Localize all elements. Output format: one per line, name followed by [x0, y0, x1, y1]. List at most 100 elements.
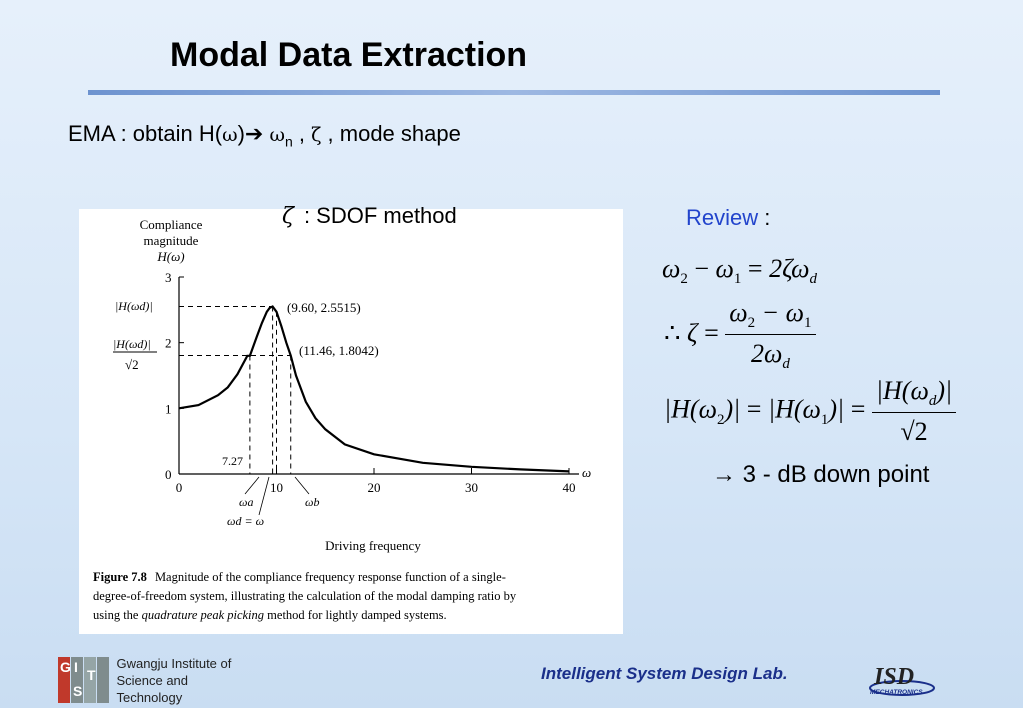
eq2-eq: = — [704, 318, 719, 348]
zeta-symbol: ζ — [311, 124, 322, 146]
label-727: 7.27 — [222, 454, 243, 468]
eq2-ns2: 2 — [747, 315, 756, 332]
pointer-omega-d — [258, 476, 270, 516]
guide-lines — [179, 305, 292, 474]
eq3-ls1: 1 — [820, 411, 829, 428]
n-subscript: n — [284, 133, 293, 150]
title-underline — [88, 90, 940, 95]
eq1-sd: d — [809, 271, 817, 288]
sdof-text: : SDOF method — [303, 203, 457, 228]
half-power-label: (11.46, 1.8042) — [299, 343, 379, 358]
frequency-response-curve — [178, 305, 570, 473]
arrow-right-icon-2: → — [712, 461, 736, 488]
eq3-den: √2 — [900, 417, 928, 447]
eq3-lhs2: |H(ω — [767, 394, 821, 424]
eq3-fraction: |H(ωd)| √2 — [871, 376, 957, 447]
eq3-lhs2b: )| — [828, 394, 845, 424]
y-label-peak: |H(ωd)| — [115, 299, 153, 313]
equation-bandwidth: ω2 − ω1 = 2ζωd — [662, 254, 817, 288]
subtitle-suffix: , mode shape — [321, 121, 461, 146]
eq1-s2: 2 — [680, 271, 688, 288]
pointer-omega-a — [244, 476, 260, 495]
figure-caption-line2: degree-of-freedom system, illustrating t… — [93, 589, 517, 603]
x-ticks: 0 10 20 30 40 — [176, 468, 576, 495]
ylabel-line2: magnitude — [144, 233, 199, 248]
eq2-nminus: − ω — [755, 298, 805, 327]
gist-s: S — [73, 683, 83, 699]
eq1-w1: ω — [715, 254, 734, 283]
compliance-chart: Compliance magnitude H(ω) 0 1 2 3 0 10 20 30 40… — [93, 217, 591, 622]
omega-d-label: ωd = ω — [227, 514, 264, 528]
isd-logo-sub: MECHATRONICS — [870, 689, 923, 696]
review-label: Review — [686, 205, 759, 230]
eq3-lhs1b: )| — [724, 394, 741, 424]
subtitle-separator: , — [292, 121, 312, 146]
textbook-figure: Compliance magnitude H(ω) 0 1 2 3 0 10 20 30 40… — [79, 209, 623, 634]
x-axis-symbol: ω — [582, 465, 591, 480]
equation-damping-ratio: ∴ ζ = ω2 − ω1 2ωd — [664, 298, 816, 373]
eq3-num: |H(ω — [875, 376, 929, 405]
omega-a-label: ωa — [239, 495, 253, 509]
x-tick-label: 10 — [270, 480, 283, 495]
pointer-omega-b — [294, 476, 310, 495]
sdof-method-label: ζ : SDOF method — [282, 203, 457, 229]
ylabel-line3: H(ω) — [156, 249, 184, 264]
eq1-s1: 1 — [733, 271, 742, 288]
y-tick-label: 2 — [165, 336, 172, 351]
omega-b-label: ωb — [305, 495, 319, 509]
zeta-symbol-sdof: ζ — [282, 204, 294, 229]
gist-mark-icon: G I S T — [58, 657, 109, 703]
eq1-eq: = — [747, 254, 763, 283]
subtitle: EMA : obtain H(ω)➔ ωn , ζ , mode shape — [68, 121, 461, 149]
gist-name: Gwangju Institute of Science and Technol… — [116, 655, 253, 706]
omega-n-symbol: ω — [269, 124, 285, 146]
eq1-minus: − — [694, 254, 710, 283]
y-tick-label: 3 — [165, 270, 172, 285]
eq3-numb: )| — [936, 376, 953, 405]
ylabel-line1: Compliance — [140, 217, 203, 232]
gist-t: T — [87, 667, 96, 683]
eq2-zeta: ζ — [687, 318, 698, 348]
eq3-ls2: 2 — [716, 411, 725, 428]
eq2-den: 2ω — [750, 339, 783, 369]
isd-logo-text: ISD — [873, 664, 914, 690]
eq2-dsd: d — [782, 356, 790, 373]
down-point-text: 3 - dB down point — [742, 461, 930, 488]
y-label-half-den: √2 — [125, 357, 139, 372]
eq1-rhs: 2ζω — [769, 254, 810, 283]
y-label-half-num: |H(ωd)| — [113, 337, 151, 351]
eq2-ns1: 1 — [804, 315, 812, 332]
eq3-lhs1: |H(ω — [664, 394, 717, 424]
x-tick-label: 30 — [465, 480, 478, 495]
eq2-num: ω — [729, 298, 748, 327]
x-tick-label: 0 — [176, 480, 183, 495]
y-tick-label: 0 — [165, 467, 172, 482]
x-tick-label: 20 — [368, 480, 381, 495]
eq1-w2: ω — [662, 254, 681, 283]
y-ticks: 0 1 2 3 — [165, 270, 184, 482]
x-axis-label: Driving frequency — [325, 538, 421, 553]
eq3-eq: = — [746, 394, 762, 424]
gist-logo: G I S T Gwangju Institute of Science and… — [58, 655, 253, 706]
eq2-fraction: ω2 − ω1 2ωd — [725, 298, 816, 373]
gist-g: G — [60, 659, 71, 675]
peak-label: (9.60, 2.5515) — [287, 300, 361, 315]
arrow-right-icon: ➔ — [244, 121, 264, 146]
y-tick-label: 1 — [165, 401, 172, 416]
gist-i: I — [74, 659, 78, 675]
lab-name: Intelligent System Design Lab. — [541, 664, 788, 683]
isd-logo: ISD MECHATRONICS — [869, 664, 935, 696]
x-tick-label: 40 — [563, 480, 576, 495]
omega-symbol: ω — [222, 124, 238, 146]
figure-caption-line3: using the quadrature peak picking method… — [93, 608, 447, 622]
review-colon: : — [758, 205, 771, 230]
eq3-eq2: = — [850, 394, 866, 424]
gist-line2: Science and Technology — [116, 672, 189, 705]
eq3-nsd: d — [928, 393, 937, 410]
subtitle-prefix: EMA : obtain H( — [68, 121, 223, 146]
subtitle-close: ) — [237, 121, 245, 146]
page-title: Modal Data Extraction — [170, 36, 528, 74]
equation-half-power: |H(ω2)| = |H(ω1)| = |H(ωd)| √2 — [664, 376, 957, 447]
down-point-note: → 3 - dB down point — [712, 461, 929, 489]
gist-line1: Gwangju Institute of — [116, 655, 232, 671]
